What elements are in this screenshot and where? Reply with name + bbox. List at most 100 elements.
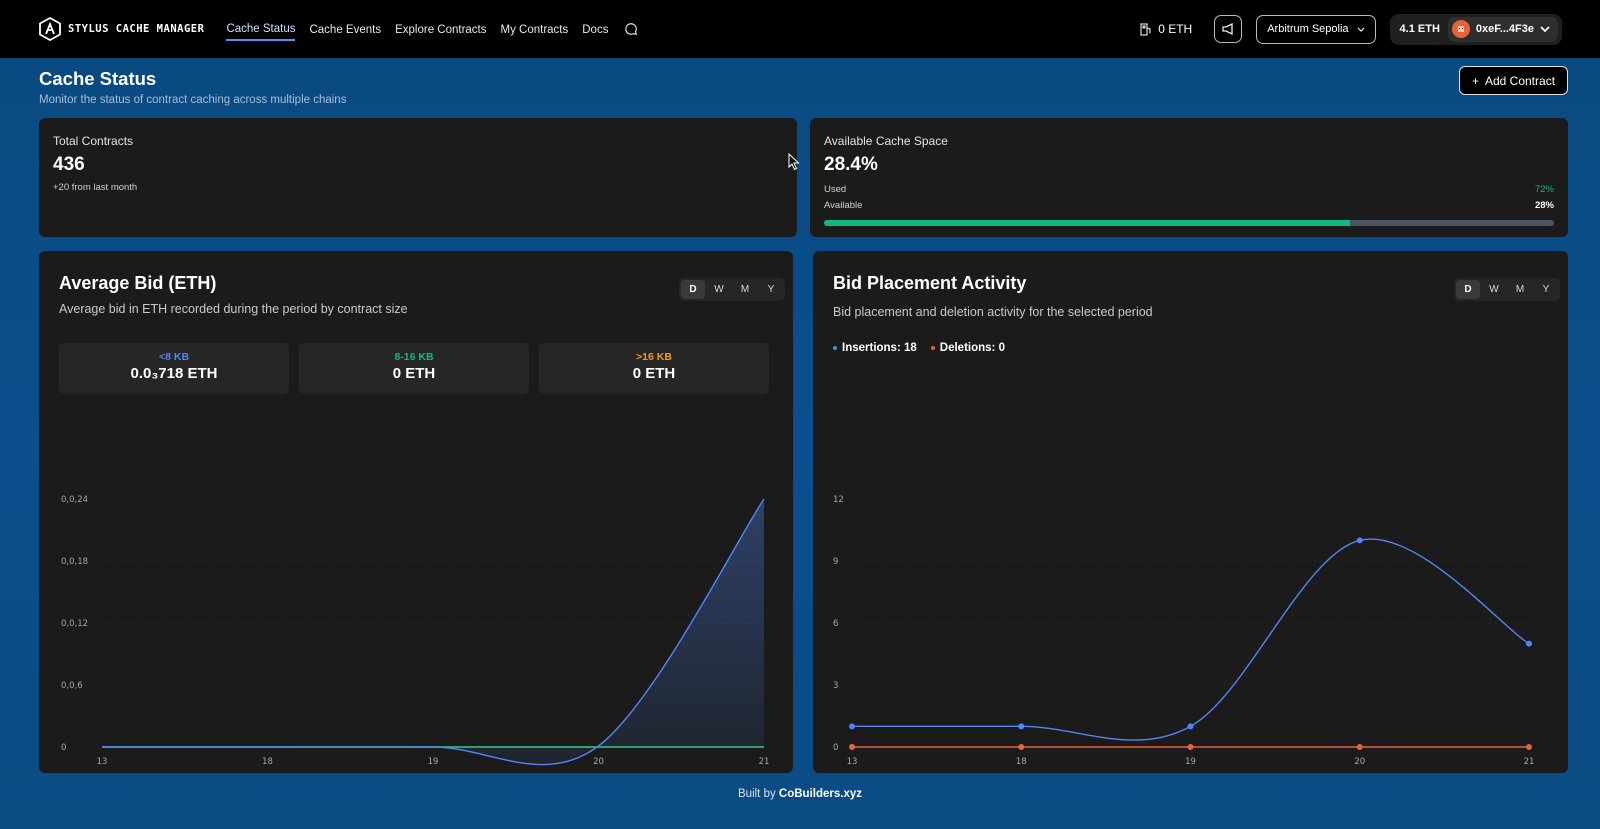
avatar-icon (1457, 26, 1464, 32)
period-week-button[interactable]: W (1489, 284, 1499, 295)
data-point[interactable] (1356, 537, 1363, 544)
cache-space-value: 28.4% (824, 154, 878, 175)
x-tick-label: 18 (262, 757, 273, 767)
cache-progress-fill (824, 220, 1350, 226)
period-week-button[interactable]: W (714, 284, 724, 295)
footer: Built by CoBuilders.xyz (0, 788, 1600, 800)
gas-indicator: 0 ETH (1140, 22, 1192, 36)
nav-link-docs[interactable]: Docs (582, 24, 609, 36)
data-point[interactable] (1526, 744, 1532, 750)
y-tick-label: 9 (833, 557, 838, 567)
average-bid-card: Average Bid (ETH) Average bid in ETH rec… (39, 251, 793, 773)
y-tick-label: 6 (833, 619, 838, 629)
y-tick-label: 0,0,6 (61, 681, 83, 691)
x-tick-label: 21 (1524, 757, 1535, 767)
period-day-button[interactable]: D (681, 280, 705, 299)
cache-used-row: Used 72% (824, 184, 1554, 195)
cache-available-label: Available (824, 200, 863, 211)
fuel-pump-icon (1140, 22, 1151, 36)
nav-links: Cache Status Cache Events Explore Contra… (226, 17, 638, 41)
average-bid-description: Average bid in ETH recorded during the p… (59, 302, 408, 316)
data-point[interactable] (1018, 744, 1025, 750)
nav-right: 0 ETH Arbitrum Sepolia 4.1 ETH (1140, 13, 1562, 45)
cache-available-value: 28% (1534, 200, 1554, 211)
page-title: Cache Status (39, 68, 157, 89)
wallet-balance: 4.1 ETH (1399, 23, 1440, 35)
period-day-button[interactable]: D (1456, 280, 1480, 299)
y-tick-label: 12 (833, 495, 844, 505)
size-large-label: >16 KB (636, 351, 672, 363)
nav-link-cache-status[interactable]: Cache Status (226, 17, 296, 41)
chevron-down-icon (1540, 26, 1550, 32)
y-tick-label: 0,0,18 (61, 557, 88, 567)
bid-activity-period-toggle: D W M Y (1454, 278, 1560, 301)
chat-icon[interactable] (624, 22, 638, 36)
page-subtitle: Monitor the status of contract caching a… (39, 94, 347, 106)
data-point[interactable] (1356, 744, 1363, 750)
bid-activity-description: Bid placement and deletion activity for … (833, 305, 1153, 319)
cache-used-label: Used (824, 184, 847, 195)
size-small-value: 0.0₃718 ETH (130, 365, 218, 382)
announcements-button[interactable] (1214, 15, 1243, 43)
network-select[interactable]: Arbitrum Sepolia (1256, 14, 1376, 44)
total-contracts-card: Total Contracts 436 +20 from last month (39, 118, 797, 237)
x-tick-label: 21 (759, 757, 770, 767)
size-box-small: <8 KB 0.0₃718 ETH (59, 343, 289, 394)
legend-deletions-label: Deletions: 0 (939, 342, 1005, 354)
data-point[interactable] (1018, 723, 1025, 730)
period-year-button[interactable]: Y (1542, 284, 1550, 295)
legend-deletions[interactable]: Deletions: 0 (930, 342, 1005, 354)
period-month-button[interactable]: M (740, 284, 750, 295)
average-bid-title: Average Bid (ETH) (59, 273, 217, 293)
x-tick-label: 13 (847, 757, 858, 767)
data-point[interactable] (1526, 640, 1532, 647)
y-tick-label: 3 (833, 681, 838, 691)
nav-link-cache-events[interactable]: Cache Events (309, 24, 382, 36)
x-tick-label: 13 (97, 757, 108, 767)
main-content: Cache Status Monitor the status of contr… (0, 58, 1600, 829)
wallet-account-button[interactable]: 0xeF...4F3e (1447, 16, 1558, 42)
footer-brand-link[interactable]: CoBuilders.xyz (778, 788, 862, 800)
series-line (852, 538, 1530, 741)
add-contract-label: Add Contract (1484, 73, 1556, 88)
cache-space-card: Available Cache Space 28.4% Used 72% Ava… (810, 118, 1568, 237)
y-tick-label: 0 (833, 743, 838, 753)
legend-insertions-label: Insertions: 18 (842, 342, 917, 354)
bid-activity-title: Bid Placement Activity (833, 273, 1027, 293)
legend-dot-insertions (833, 346, 837, 350)
wallet-address: 0xeF...4F3e (1475, 23, 1534, 35)
x-tick-label: 20 (1354, 757, 1365, 767)
brand[interactable]: STYLUS CACHE MANAGER (38, 17, 204, 41)
cache-used-value: 72% (1534, 184, 1554, 195)
size-large-value: 0 ETH (632, 365, 676, 382)
mouse-cursor-icon (788, 153, 800, 171)
data-point[interactable] (849, 723, 855, 730)
bid-activity-legend: Insertions: 18 Deletions: 0 (833, 342, 1005, 354)
size-box-medium: 8-16 KB 0 ETH (299, 343, 529, 394)
brand-name: STYLUS CACHE MANAGER (68, 23, 205, 35)
data-point[interactable] (1187, 723, 1194, 730)
legend-insertions[interactable]: Insertions: 18 (833, 342, 917, 354)
add-contract-button[interactable]: + Add Contract (1459, 66, 1568, 95)
wallet-widget[interactable]: 4.1 ETH 0xeF...4F3e (1389, 13, 1562, 45)
network-name: Arbitrum Sepolia (1267, 23, 1349, 35)
size-small-label: <8 KB (158, 351, 190, 363)
nav-link-explore-contracts[interactable]: Explore Contracts (395, 24, 487, 36)
y-tick-label: 0,0,24 (61, 495, 88, 505)
data-point[interactable] (1187, 744, 1194, 750)
footer-prefix: Built by (738, 788, 776, 800)
data-point[interactable] (849, 744, 855, 750)
period-year-button[interactable]: Y (767, 284, 775, 295)
stylus-logo-icon (39, 17, 61, 41)
nav-link-my-contracts[interactable]: My Contracts (500, 24, 569, 36)
total-contracts-label: Total Contracts (53, 134, 134, 148)
chevron-down-icon (1357, 27, 1364, 32)
legend-dot-deletions (930, 346, 935, 350)
total-contracts-note: +20 from last month (53, 182, 138, 193)
series-line (102, 498, 765, 766)
y-tick-label: 0,0,12 (61, 619, 88, 629)
period-month-button[interactable]: M (1515, 284, 1525, 295)
average-bid-chart: 0 0,0,6 0,0,12 0,0,18 0,0,24 13 18 19 20 21 (61, 495, 770, 767)
x-tick-label: 19 (1185, 757, 1196, 767)
account-avatar (1451, 20, 1470, 38)
